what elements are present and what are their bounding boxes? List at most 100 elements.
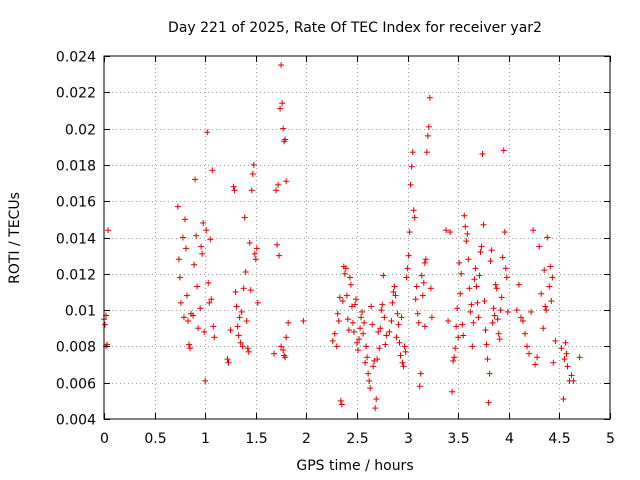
data-point [457, 290, 464, 297]
data-point [463, 238, 470, 245]
data-point [393, 334, 400, 341]
data-point [526, 350, 533, 357]
data-point [179, 234, 186, 241]
data-point [491, 312, 498, 319]
data-point [335, 317, 342, 324]
data-point [489, 319, 496, 326]
data-point [369, 321, 376, 328]
data-point [546, 283, 553, 290]
y-tick-label: 0.012 [56, 268, 96, 284]
data-point [548, 298, 555, 305]
data-point [490, 305, 497, 312]
data-point [419, 292, 426, 299]
y-tick-label: 0.022 [56, 86, 96, 102]
data-point [336, 294, 343, 301]
y-tick-label: 0.004 [56, 413, 96, 429]
data-point [541, 267, 548, 274]
data-point [225, 359, 232, 366]
data-point [519, 317, 526, 324]
data-point [377, 325, 384, 332]
data-point [560, 396, 567, 403]
data-point [498, 294, 505, 301]
x-tick-label: 0 [100, 431, 109, 447]
data-point [184, 317, 191, 324]
data-point [474, 299, 481, 306]
data-point [424, 132, 431, 139]
data-point [449, 388, 456, 395]
data-point [532, 361, 539, 368]
data-point [461, 212, 468, 219]
data-point [105, 227, 112, 234]
data-point [543, 307, 550, 314]
data-point [544, 234, 551, 241]
data-point [210, 323, 217, 330]
data-point [394, 310, 401, 317]
y-tick-label: 0.02 [65, 123, 96, 139]
data-point [204, 129, 211, 136]
data-point [344, 316, 351, 323]
data-point [206, 299, 213, 306]
data-point [495, 330, 502, 337]
data-point [452, 345, 459, 352]
data-point [183, 292, 190, 299]
data-point [331, 330, 338, 337]
data-point [187, 345, 194, 352]
data-point [547, 263, 554, 270]
data-point [209, 167, 216, 174]
data-point [411, 214, 418, 221]
data-point [482, 327, 489, 334]
data-point [339, 298, 346, 305]
x-tick-label: 4.5 [548, 431, 570, 447]
data-point [530, 227, 537, 234]
data-point [352, 296, 359, 303]
data-point [521, 330, 528, 337]
data-point [408, 163, 415, 170]
data-point [486, 370, 493, 377]
data-point [358, 314, 365, 321]
data-point [359, 308, 366, 315]
data-point [177, 299, 184, 306]
data-point [475, 314, 482, 321]
data-point [396, 339, 403, 346]
data-point [273, 187, 280, 194]
data-point [468, 301, 475, 308]
data-point [232, 288, 239, 295]
chart-title: Day 221 of 2025, Rate Of TEC Index for r… [168, 20, 542, 36]
data-point [462, 223, 469, 230]
data-point [473, 283, 480, 290]
data-point [478, 243, 485, 250]
data-point [378, 307, 385, 314]
data-point [415, 319, 422, 326]
data-point [227, 327, 234, 334]
data-point [454, 305, 461, 312]
data-point [283, 334, 290, 341]
data-point [338, 401, 345, 408]
data-point [347, 281, 354, 288]
data-point [247, 287, 254, 294]
data-point [392, 292, 399, 299]
data-point [190, 312, 197, 319]
data-point [376, 345, 383, 352]
y-tick-label: 0.008 [56, 340, 96, 356]
y-tick-label: 0.024 [56, 50, 96, 66]
data-point [423, 149, 430, 156]
data-point [176, 274, 183, 281]
data-point [357, 325, 364, 332]
data-point [242, 268, 249, 275]
data-point [389, 299, 396, 306]
x-tick-label: 3 [404, 431, 413, 447]
data-point [366, 377, 373, 384]
data-point [351, 301, 358, 308]
data-point [552, 337, 559, 344]
data-point [278, 62, 285, 69]
data-point [329, 337, 336, 344]
data-point [428, 314, 435, 321]
data-point [207, 236, 214, 243]
data-point [576, 354, 583, 361]
data-point [451, 354, 458, 361]
data-point [300, 317, 307, 324]
data-point [464, 230, 471, 237]
data-point [561, 356, 568, 363]
x-tick-label: 0.5 [144, 431, 166, 447]
data-point [456, 259, 463, 266]
